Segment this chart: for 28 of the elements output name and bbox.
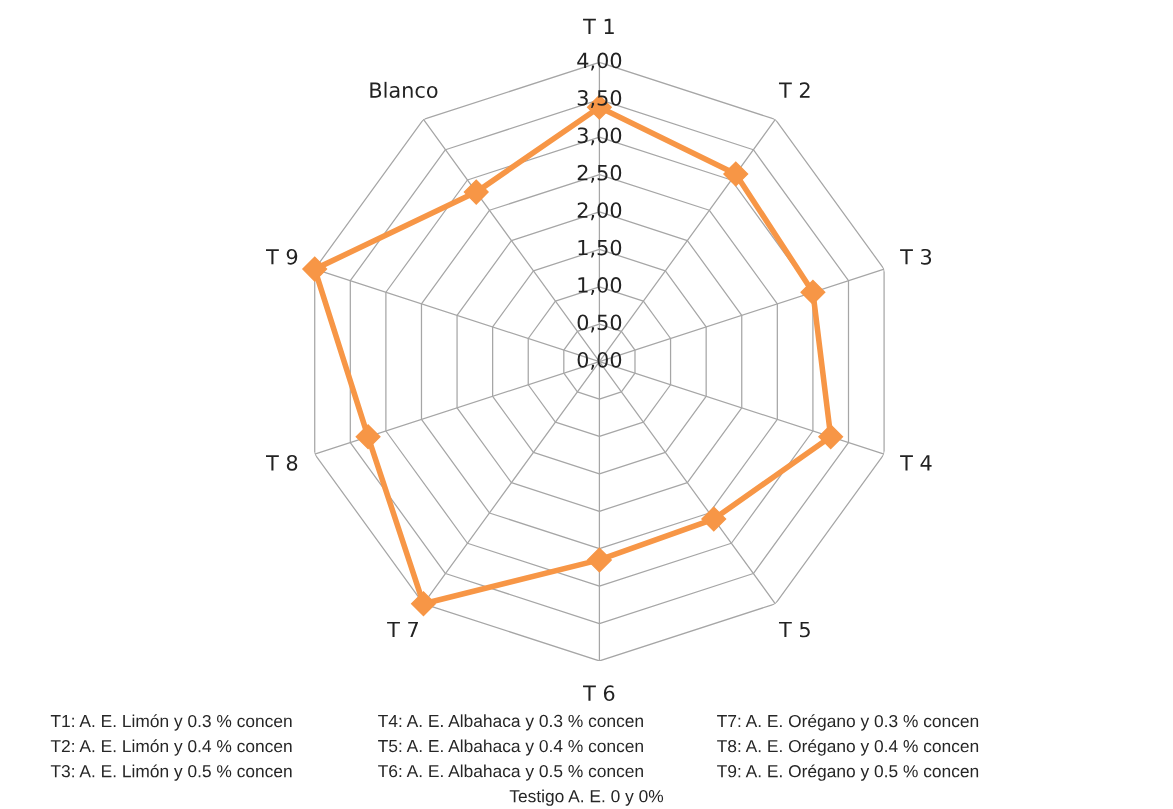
spoke-label: T 6 <box>583 685 615 702</box>
text: Testigo A. E. 0 y 0% <box>509 789 664 806</box>
text: T8: A. E. Orégano y 0.4 % concen <box>717 739 979 756</box>
spoke-label: T 9 <box>266 248 298 265</box>
text: T5: A. E. Albahaca y 0.4 % concen <box>378 739 643 756</box>
y-tick-label: 2,00 <box>577 202 622 221</box>
spoke-label: Blanco <box>370 81 438 98</box>
spoke-label: T 1 <box>583 18 614 35</box>
y-tick-label: 1,50 <box>578 239 622 258</box>
spoke-label: T 3 <box>900 248 932 265</box>
text: T6: A. E. Albahaca y 0.5 % concen <box>378 764 643 781</box>
spoke-label: T 7 <box>387 621 418 638</box>
text: T2: A. E. Limón y 0.4 % concen <box>50 739 292 756</box>
y-tick-label: 0,00 <box>577 351 622 370</box>
spoke-label: T 2 <box>778 82 810 98</box>
y-tick-label: 2,50 <box>577 164 622 183</box>
y-tick-label: 1,00 <box>578 277 622 295</box>
text: T7: A. E. Orégano y 0.3 % concen <box>717 714 979 731</box>
spoke-label: T 4 <box>900 455 932 471</box>
spoke-label: T 5 <box>778 621 810 638</box>
y-tick-label: 4,00 <box>577 52 622 71</box>
spoke-label: T 8 <box>266 454 298 471</box>
text: T9: A. E. Orégano y 0.5 % concen <box>717 764 979 781</box>
text: T3: A. E. Limón y 0.5 % concen <box>50 764 292 781</box>
text: T1: A. E. Limón y 0.3 % concen <box>50 714 292 731</box>
text: T4: A. E. Albahaca y 0.3 % concen <box>378 714 643 731</box>
y-tick-label: 3,00 <box>577 127 622 146</box>
y-tick-label: 0,50 <box>577 314 622 333</box>
